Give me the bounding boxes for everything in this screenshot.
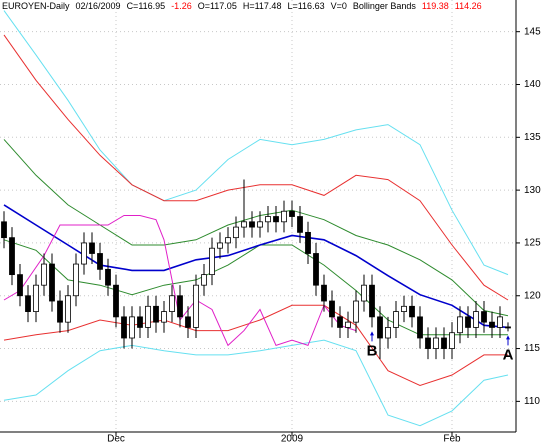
candle-body xyxy=(345,321,351,328)
candle-body xyxy=(385,327,391,339)
header-item: H=117.48 xyxy=(243,1,282,11)
y-tick-label: 140 xyxy=(524,79,541,90)
candle-body xyxy=(137,316,143,328)
candle-body xyxy=(393,311,399,328)
candle-body xyxy=(57,300,63,323)
indicator-line xyxy=(3,304,508,387)
candle-body xyxy=(73,263,79,297)
indicator-line xyxy=(3,215,357,347)
candle-body xyxy=(257,221,263,228)
candle-body xyxy=(17,274,23,297)
candle-body xyxy=(185,316,191,328)
candle-body xyxy=(81,242,87,265)
candle-body xyxy=(329,300,335,318)
candle-body xyxy=(273,216,279,223)
header-item: C=116.95 xyxy=(127,1,166,11)
candle-body xyxy=(489,321,495,328)
candle-body xyxy=(113,284,119,318)
candle-body xyxy=(217,242,223,249)
indicator-line xyxy=(3,10,509,276)
y-tick-label: 115 xyxy=(524,343,540,354)
header-item: L=116.63 xyxy=(287,1,324,11)
candle-body xyxy=(153,305,159,323)
y-tick-label: 130 xyxy=(524,185,541,196)
candle-body xyxy=(369,284,375,318)
candle-body xyxy=(25,295,31,312)
candle-body xyxy=(401,305,407,312)
candle-body xyxy=(65,295,71,323)
candle-body xyxy=(337,316,343,328)
candle-body xyxy=(289,210,295,217)
indicator-line xyxy=(3,34,509,301)
candle-body xyxy=(425,337,431,349)
candle-body xyxy=(41,263,47,286)
candle-body xyxy=(457,316,463,334)
candle-body xyxy=(209,247,215,276)
candle-body xyxy=(145,305,151,328)
annotation-arrow-head xyxy=(506,335,510,340)
candle-body xyxy=(129,316,135,339)
header-item: 119.38 xyxy=(422,1,449,11)
header-item: -1.26 xyxy=(171,1,192,11)
candle-body xyxy=(177,295,183,318)
candle-body xyxy=(249,221,255,228)
candle-body xyxy=(33,284,39,312)
candle-body xyxy=(265,216,271,223)
x-tick-label: Dec xyxy=(107,434,125,445)
candle-body xyxy=(297,216,303,233)
candle-body xyxy=(97,253,103,270)
candle-body xyxy=(465,316,471,328)
candle-body xyxy=(505,326,511,329)
annotation-arrow-head xyxy=(370,331,374,336)
candle-body xyxy=(1,221,7,239)
candle-body xyxy=(473,311,479,328)
candle-body xyxy=(361,284,367,302)
candle-body xyxy=(105,268,111,286)
candle-body xyxy=(441,337,447,349)
candle-body xyxy=(233,226,239,239)
annotation: A xyxy=(503,346,514,363)
x-tick-label: Feb xyxy=(443,434,461,445)
y-tick-label: 120 xyxy=(524,290,541,301)
annotation: B xyxy=(367,342,378,359)
candle-body xyxy=(193,284,199,328)
candle-body xyxy=(433,337,439,349)
candle-body xyxy=(89,242,95,254)
candle-body xyxy=(281,210,287,223)
candle-body xyxy=(321,284,327,302)
candle-body xyxy=(313,253,319,286)
indicator-line xyxy=(3,204,509,329)
candle-body xyxy=(497,316,503,328)
candle-body xyxy=(409,305,415,318)
header-item: V=0 xyxy=(331,1,347,11)
candle-body xyxy=(377,316,383,339)
candle-body xyxy=(9,237,15,276)
y-tick-label: 125 xyxy=(524,238,541,249)
y-tick-label: 110 xyxy=(524,396,540,407)
indicator-line xyxy=(3,339,509,427)
candle-body xyxy=(417,316,423,339)
candle-body xyxy=(225,237,231,244)
candle-body xyxy=(161,311,167,323)
y-tick-label: 145 xyxy=(524,26,541,37)
header-item: 02/16/2009 xyxy=(76,1,121,11)
candle-body xyxy=(449,332,455,349)
candle-body xyxy=(353,300,359,323)
candle-body xyxy=(305,231,311,254)
candle-body xyxy=(49,263,55,302)
candle-body xyxy=(121,316,127,339)
candle-body xyxy=(169,295,175,312)
header-item: Bollinger Bands xyxy=(353,1,417,11)
candle-body xyxy=(241,221,247,228)
header-item: EUROYEN-Daily xyxy=(2,1,70,11)
y-tick-label: 135 xyxy=(524,132,541,143)
candle-body xyxy=(481,311,487,323)
candle-body xyxy=(201,274,207,286)
x-tick-label: 2009 xyxy=(281,434,304,445)
header: EUROYEN-Daily 02/16/2009 C=116.95 -1.26 O=11… xyxy=(2,1,482,11)
header-item: 114.26 xyxy=(455,1,482,11)
header-item: O=117.05 xyxy=(198,1,237,11)
